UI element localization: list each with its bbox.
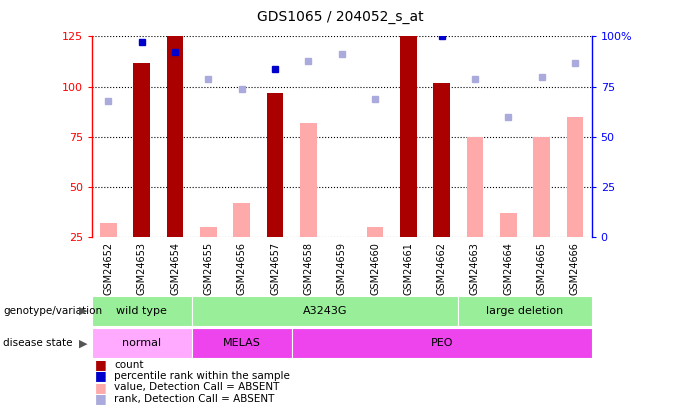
Bar [200,227,217,237]
Text: genotype/variation: genotype/variation [3,306,103,316]
Text: ■: ■ [95,392,107,405]
Text: GSM24666: GSM24666 [570,242,580,294]
Bar [333,237,350,241]
Text: percentile rank within the sample: percentile rank within the sample [114,371,290,381]
Bar [300,123,317,237]
Text: GSM24657: GSM24657 [270,242,280,295]
Text: normal: normal [122,338,161,348]
Text: ■: ■ [95,358,107,371]
Text: GSM24664: GSM24664 [503,242,513,294]
Text: GSM24662: GSM24662 [437,242,447,295]
Text: GSM24653: GSM24653 [137,242,147,295]
Text: ■: ■ [95,369,107,382]
Bar [92,328,192,358]
Bar [292,328,592,358]
Text: MELAS: MELAS [223,338,260,348]
Text: ■: ■ [95,381,107,394]
Bar [500,213,517,237]
Text: GSM24661: GSM24661 [403,242,413,294]
Text: GSM24654: GSM24654 [170,242,180,295]
Text: ▶: ▶ [79,339,87,348]
Text: GSM24665: GSM24665 [537,242,547,295]
Text: GDS1065 / 204052_s_at: GDS1065 / 204052_s_at [256,10,424,24]
Bar [92,296,192,326]
Text: value, Detection Call = ABSENT: value, Detection Call = ABSENT [114,382,279,392]
Bar [100,223,117,237]
Text: GSM24652: GSM24652 [103,242,114,295]
Bar [267,93,284,237]
Bar [233,203,250,237]
Text: GSM24656: GSM24656 [237,242,247,295]
Text: rank, Detection Call = ABSENT: rank, Detection Call = ABSENT [114,394,275,403]
Text: GSM24660: GSM24660 [370,242,380,294]
Bar [192,328,292,358]
Text: disease state: disease state [3,339,73,348]
Bar [367,227,384,237]
Bar [433,83,450,237]
Text: GSM24655: GSM24655 [203,242,214,295]
Bar [533,137,550,237]
Text: PEO: PEO [430,338,453,348]
Text: GSM24659: GSM24659 [337,242,347,295]
Bar [400,36,417,237]
Text: large deletion: large deletion [486,306,564,316]
Bar [167,36,184,237]
Text: wild type: wild type [116,306,167,316]
Text: ▶: ▶ [79,306,87,316]
Bar [192,296,458,326]
Bar [466,137,483,237]
Bar [458,296,592,326]
Bar [566,117,583,237]
Text: A3243G: A3243G [303,306,347,316]
Text: GSM24663: GSM24663 [470,242,480,294]
Bar [133,62,150,237]
Text: GSM24658: GSM24658 [303,242,313,295]
Text: count: count [114,360,143,369]
